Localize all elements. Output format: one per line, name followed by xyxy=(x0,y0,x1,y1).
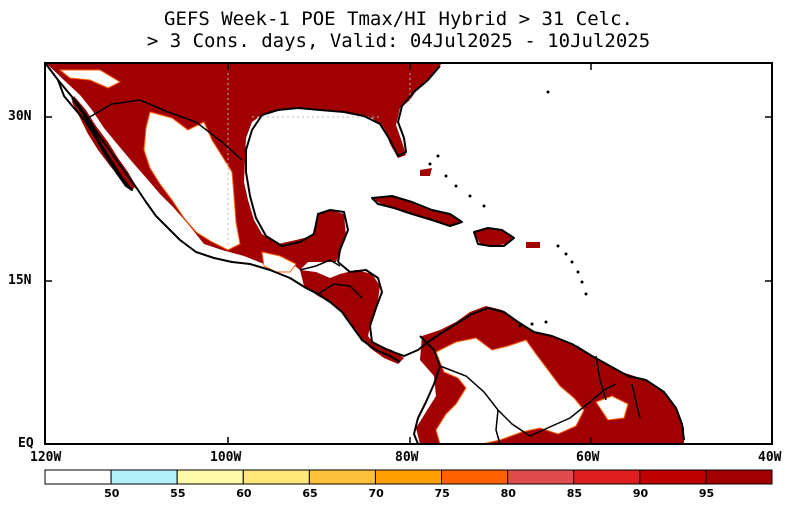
colorbar-swatch xyxy=(374,469,443,485)
lat-label-15n: 15N xyxy=(8,273,32,288)
colorbar xyxy=(44,469,773,485)
colorbar-label: 60 xyxy=(236,487,252,500)
patch-southern-mexico xyxy=(261,251,297,273)
colorbar-swatch xyxy=(441,469,509,485)
colorbar-swatch xyxy=(308,469,376,485)
colorbar-label: 75 xyxy=(434,487,450,500)
patch-guianas xyxy=(595,395,629,421)
caribbean-islands xyxy=(428,90,588,328)
fill-cuba xyxy=(372,196,462,226)
fill-north-america xyxy=(46,63,442,270)
lon-label-100w: 100W xyxy=(210,450,242,465)
colorbar-label: 65 xyxy=(302,487,318,500)
lon-label-40w: 40W xyxy=(758,450,782,465)
colorbar-swatch xyxy=(242,469,310,485)
map-frame xyxy=(44,62,773,445)
coastlines xyxy=(45,63,685,445)
patch-mexico-plateau xyxy=(143,111,241,251)
title-line-2: > 3 Cons. days, Valid: 04Jul2025 - 10Jul… xyxy=(146,30,651,52)
fill-puerto-rico xyxy=(526,242,540,248)
probability-fill xyxy=(46,63,684,444)
title-line-1: GEFS Week-1 POE Tmax/HI Hybrid > 31 Celc… xyxy=(164,8,633,30)
colorbar-label: 90 xyxy=(632,487,649,500)
colorbar-label: 85 xyxy=(566,487,583,500)
colorbar-swatch xyxy=(176,469,244,485)
colorbar-swatch xyxy=(639,469,707,485)
lon-label-120w: 120W xyxy=(30,450,62,465)
colorbar-label: 55 xyxy=(170,487,186,500)
colorbar-label: 80 xyxy=(500,487,516,500)
borders xyxy=(87,99,641,445)
lon-label-60w: 60W xyxy=(576,450,600,465)
colorbar-label: 95 xyxy=(698,487,715,500)
fill-central-america xyxy=(300,270,404,364)
axis-ticks xyxy=(45,63,772,444)
patch-south-america-interior xyxy=(435,337,585,445)
colorbar-swatch xyxy=(705,469,773,485)
colorbar-label: 50 xyxy=(104,487,120,500)
lon-label-80w: 80W xyxy=(395,450,419,465)
colorbar-swatch xyxy=(110,469,178,485)
colorbar-swatch xyxy=(44,469,112,485)
colorbar-swatch xyxy=(507,469,575,485)
patch-baja-north xyxy=(58,69,122,89)
fill-bahamas xyxy=(420,168,432,176)
colorbar-label: 70 xyxy=(368,487,384,500)
lat-label-eq: EQ xyxy=(18,436,34,451)
low-probability-patches xyxy=(58,69,629,445)
colorbar-swatch xyxy=(573,469,641,485)
lat-label-30n: 30N xyxy=(8,109,32,124)
